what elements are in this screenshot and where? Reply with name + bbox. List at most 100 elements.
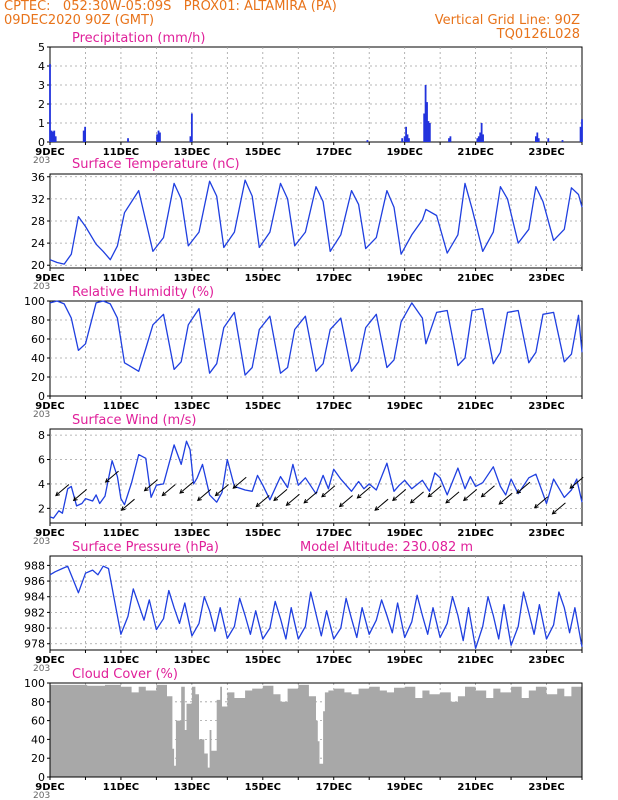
precip-bar — [127, 138, 129, 142]
precip-bar — [480, 123, 483, 142]
precip-bar — [366, 140, 369, 142]
temp-xtick-label: 9DEC — [35, 273, 64, 284]
precip-ytick-label: 3 — [38, 79, 45, 92]
precip-bar — [537, 138, 540, 142]
precip-bar — [403, 136, 406, 142]
temp-xtick-label: 23DEC — [528, 273, 564, 284]
precip-ytick-label: 0 — [38, 136, 45, 149]
wind-arrow-head — [427, 492, 433, 498]
rh-ytick-label: 40 — [31, 352, 45, 365]
wind-arrow — [374, 498, 389, 511]
wind-arrow-head — [516, 489, 521, 494]
precip-bar — [579, 126, 582, 142]
wind-speed-series — [49, 440, 583, 519]
precip-bar — [82, 130, 85, 142]
header: CPTEC: 052:30W-05:09S PROX01: ALTAMIRA (… — [0, 0, 618, 46]
precip-bar — [561, 140, 564, 142]
precip-xtick-label: 15DEC — [245, 147, 281, 158]
precip-xtick-cutoff: 203 — [33, 156, 50, 166]
wind-xtick-cutoff: 203 — [33, 537, 50, 547]
wind-ytick-label: 2 — [38, 502, 45, 515]
wind-arrow-head — [480, 492, 486, 498]
wind-arrow-head — [374, 506, 380, 511]
wind-xtick-label: 11DEC — [103, 528, 139, 539]
wind-arrow-head — [445, 498, 451, 504]
pres-xtick-label: 11DEC — [103, 655, 139, 666]
temp-xtick-label: 15DEC — [245, 273, 281, 284]
cloud-ytick-label: 20 — [31, 752, 45, 765]
wind-arrow-head — [161, 491, 167, 497]
temp-xtick-cutoff: 203 — [33, 282, 50, 292]
rh-xtick-label: 13DEC — [174, 401, 210, 412]
precip-bar — [479, 132, 482, 142]
wind-xtick-label: 9DEC — [35, 528, 64, 539]
station-title: CPTEC: 052:30W-05:09S PROX01: ALTAMIRA (… — [4, 0, 337, 14]
wind-xtick-label: 21DEC — [457, 528, 493, 539]
wind-arrow — [410, 491, 424, 504]
precip-xtick-label: 11DEC — [103, 147, 139, 158]
precip-bar — [53, 130, 56, 142]
pres-title: Surface Pressure (hPa) — [72, 540, 219, 555]
wind-arrow-head — [196, 496, 202, 502]
precip-bar — [156, 134, 159, 142]
pres-frame — [49, 555, 583, 651]
cloud-xtick-label: 13DEC — [174, 782, 210, 793]
wind-xtick-label: 23DEC — [528, 528, 564, 539]
temp-ytick-label: 28 — [31, 215, 45, 228]
cloud-title: Cloud Cover (%) — [72, 667, 178, 682]
wind-arrow-head — [338, 502, 344, 508]
precip-frame — [49, 46, 583, 143]
wind-arrow — [215, 484, 229, 496]
precip-bar — [408, 138, 410, 142]
vertical-grid-label: Vertical Grid Line: 90Z — [434, 13, 580, 28]
rh-xtick-label: 23DEC — [528, 401, 564, 412]
wind-arrow-head — [409, 498, 415, 504]
precip-xtick-label: 19DEC — [386, 147, 422, 158]
wind-arrow-head — [321, 492, 326, 498]
temp-ytick-label: 24 — [31, 237, 45, 250]
cloud-cover-area — [50, 684, 582, 777]
wind-arrow-head — [551, 509, 557, 515]
precip-xtick-label: 17DEC — [316, 147, 352, 158]
temp-title: Surface Temperature (nC) — [72, 157, 240, 172]
precip-bar — [482, 134, 484, 142]
wind-arrow-head — [356, 494, 362, 499]
wind-arrow — [273, 489, 288, 501]
temp-xtick-label: 11DEC — [103, 273, 139, 284]
rh-xtick-label: 11DEC — [103, 401, 139, 412]
wind-arrow — [55, 484, 70, 496]
wind-xtick-label: 15DEC — [245, 528, 281, 539]
rh-xtick-label: 9DEC — [35, 401, 64, 412]
temp-xtick-label: 13DEC — [174, 273, 210, 284]
pres-ytick-label: 986 — [24, 575, 45, 588]
precip-bar — [476, 138, 479, 142]
rh-xtick-cutoff: 203 — [33, 410, 50, 420]
precip-bar — [51, 131, 54, 142]
wind-arrow — [232, 476, 247, 489]
wind-ytick-label: 4 — [38, 478, 45, 491]
cloud-xtick-label: 15DEC — [245, 782, 281, 793]
cloud-ytick-label: 60 — [31, 715, 45, 728]
wind-arrow-head — [214, 491, 220, 497]
cloud-xtick-label: 17DEC — [316, 782, 352, 793]
cloud-xtick-label: 11DEC — [103, 782, 139, 793]
rh-ytick-label: 80 — [31, 314, 45, 327]
temp-ytick-label: 32 — [31, 193, 45, 206]
precip-bar — [581, 119, 583, 142]
pres-xtick-label: 9DEC — [35, 655, 64, 666]
precip-ytick-label: 4 — [38, 60, 45, 73]
cloud-xtick-label: 9DEC — [35, 782, 64, 793]
wind-arrow-head — [285, 501, 291, 506]
pres-xtick-label: 23DEC — [528, 655, 564, 666]
wind-arrow — [179, 481, 194, 494]
wind-arrow — [569, 476, 584, 489]
cloud-ytick-label: 0 — [38, 771, 45, 784]
wind-title: Surface Wind (m/s) — [72, 413, 196, 428]
temp-ytick-label: 36 — [31, 171, 45, 184]
wind-arrow — [498, 492, 513, 505]
pres-ytick-label: 984 — [24, 591, 45, 604]
wind-arrow — [357, 486, 371, 499]
cloud-ytick-label: 100 — [24, 677, 45, 690]
precip-xtick-label: 13DEC — [174, 147, 210, 158]
